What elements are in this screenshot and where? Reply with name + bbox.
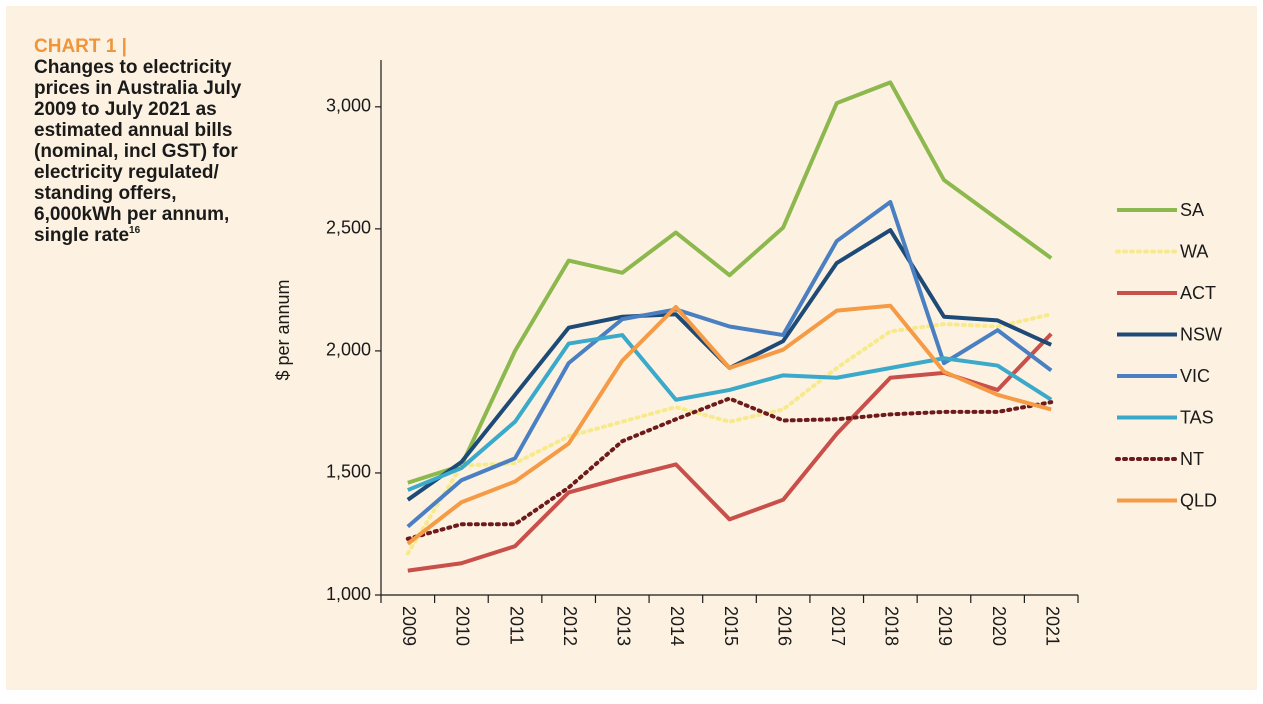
chart-heading: CHART 1 | Changes to electricity prices … (34, 36, 256, 246)
series-line (406, 303, 1052, 546)
series-line (407, 80, 1053, 485)
x-tick-label: 2010 (453, 606, 473, 646)
y-tick-label: 1,000 (326, 584, 371, 604)
legend-label: SA (1180, 200, 1204, 220)
x-tick-label: 2009 (399, 606, 419, 646)
y-tick-label: 1,500 (326, 462, 371, 482)
x-tick-label: 2011 (506, 606, 526, 645)
x-tick-label: 2016 (774, 606, 794, 646)
chart-title: Changes to electricity prices in Austral… (34, 57, 242, 246)
x-tick-label: 2015 (721, 606, 741, 646)
series-line (405, 396, 1054, 541)
chart-kicker: CHART 1 | (34, 36, 127, 57)
y-tick-label: 2,500 (326, 218, 371, 238)
x-tick-label: 2014 (667, 606, 687, 646)
footnote-ref: 16 (129, 225, 141, 236)
series-line (407, 333, 1053, 492)
legend-label: TAS (1180, 407, 1214, 427)
series-line (406, 200, 1053, 529)
x-tick-label: 2013 (614, 606, 634, 646)
series-line (406, 228, 1053, 502)
x-tick-label: 2019 (935, 606, 955, 646)
x-tick-label: 2018 (882, 606, 902, 646)
legend-label: NSW (1180, 324, 1222, 344)
legend-label: VIC (1180, 366, 1210, 386)
legend-label: NT (1180, 449, 1204, 469)
legend-label: QLD (1180, 490, 1217, 510)
legend-label: WA (1180, 241, 1208, 261)
y-tick-label: 3,000 (326, 96, 371, 116)
legend-label: ACT (1180, 283, 1216, 303)
x-tick-label: 2012 (560, 606, 580, 646)
series-line (405, 312, 1054, 556)
x-tick-label: 2020 (989, 606, 1009, 646)
x-tick-label: 2021 (1042, 606, 1062, 646)
y-tick-label: 2,000 (326, 340, 371, 360)
y-axis-label: $ per annum (273, 279, 293, 380)
x-tick-label: 2017 (828, 606, 848, 646)
